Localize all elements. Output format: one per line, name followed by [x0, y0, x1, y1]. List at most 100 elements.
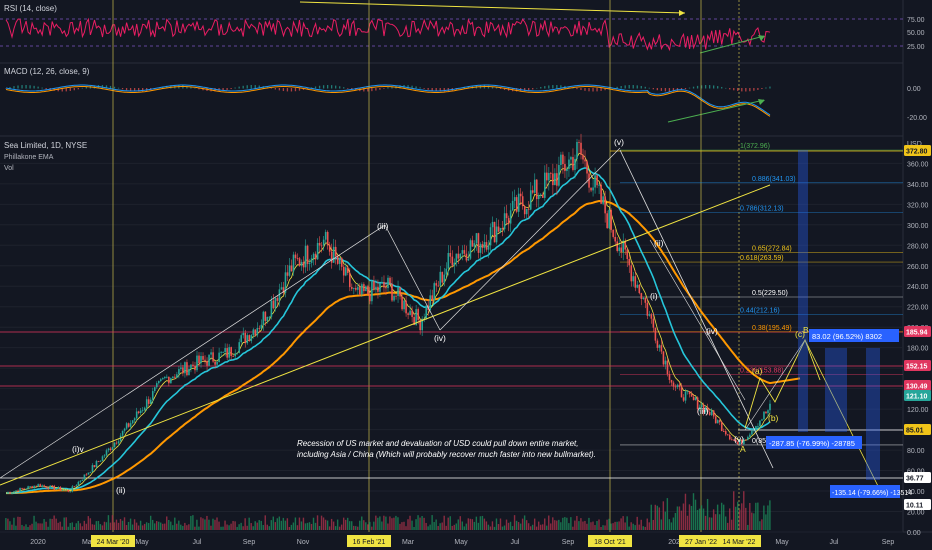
volume-bar: [471, 519, 474, 530]
volume-bar: [371, 526, 373, 530]
macd-hist-bar: [399, 85, 401, 89]
fib-level-label: 0.44(212.16): [740, 308, 780, 315]
volume-bar: [425, 522, 427, 530]
measure-box[interactable]: [866, 348, 880, 480]
fibonacci-retracement[interactable]: 1(372.96) 0.886(341.03) 0.786(312.13) 0.65(…: [620, 143, 903, 446]
volume-bar: [13, 517, 15, 530]
volume-bar: [716, 504, 719, 530]
volume-bar: [654, 504, 656, 530]
volume-bar: [27, 526, 29, 530]
candle-body: [503, 213, 506, 230]
volume-bar: [49, 518, 51, 530]
candle-body: [513, 197, 516, 201]
volume-bar: [720, 502, 723, 530]
down-channel-line[interactable]: [649, 239, 746, 401]
price-pane[interactable]: Sea Limited, 1D, NYSE Phillakone EMA Vol…: [0, 0, 912, 532]
volume-bar: [214, 519, 216, 530]
candle-body: [37, 484, 39, 487]
volume-bar: [103, 521, 106, 530]
candle-body: [216, 362, 218, 365]
candle-body: [326, 231, 329, 246]
measure-boxes[interactable]: 83.02 (96.52%) 8302 -287.85 (-76.99%) -2…: [766, 150, 912, 498]
macd-hist-bar: [379, 88, 381, 90]
volume-bar: [763, 505, 765, 530]
candle-body: [373, 281, 375, 290]
macd-hist-bar: [495, 87, 498, 89]
projection-line[interactable]: [744, 339, 806, 431]
projection-line[interactable]: [804, 339, 881, 491]
volume-bar: [515, 520, 518, 530]
volume-bar: [336, 519, 339, 530]
macd-hist-bar: [600, 88, 602, 91]
candle-body: [604, 196, 606, 214]
candle-body: [367, 286, 369, 294]
volume-bar: [755, 502, 757, 530]
candle-body: [57, 487, 60, 489]
down-channel-line[interactable]: [619, 149, 774, 469]
time-scale[interactable]: 2020MarMayJulSepNov2021MarMayJulSepNov20…: [30, 535, 894, 547]
price-tick-label: 240.00: [907, 284, 929, 291]
time-tick-label: May: [775, 539, 789, 546]
candle-body: [346, 267, 349, 273]
rsi-tick-label: 25.00: [907, 44, 925, 51]
candle-body: [361, 284, 363, 295]
rsi-pane[interactable]: RSI (14, close): [0, 1, 903, 54]
wave-channel-line[interactable]: [439, 147, 621, 331]
volume-bar: [735, 506, 737, 530]
volume-bar: [290, 524, 293, 530]
candle-body: [19, 488, 21, 492]
macd-hist-bar: [230, 88, 232, 90]
macd-hist-bar: [708, 85, 711, 89]
volume-bar: [696, 509, 699, 530]
measure-box[interactable]: [825, 348, 847, 432]
candle-body: [13, 491, 15, 493]
volume-bar: [67, 526, 69, 530]
candle-body: [288, 265, 291, 276]
long-trendline[interactable]: [0, 184, 771, 486]
rsi-divergence-line[interactable]: [699, 35, 765, 54]
candle-body: [369, 293, 371, 302]
candle-body: [636, 284, 639, 288]
volume-bar: [143, 523, 146, 530]
rsi-trendline[interactable]: [299, 1, 686, 14]
candle-body: [117, 441, 120, 444]
volume-bar: [572, 526, 574, 530]
candle-body: [570, 157, 572, 160]
abc-projection[interactable]: [744, 338, 821, 429]
candle-body: [222, 352, 224, 353]
candle-body: [739, 439, 741, 445]
volume-bar: [612, 523, 614, 530]
volume-bar: [262, 525, 264, 530]
volume-bar: [268, 526, 270, 530]
candle-body: [556, 173, 558, 186]
price-tick-label: 340.00: [907, 182, 929, 189]
candle-body: [389, 277, 391, 284]
macd-hist-bar: [121, 88, 124, 90]
candle-body: [214, 361, 216, 365]
candle-body: [554, 173, 556, 186]
candle-body: [125, 423, 128, 429]
candle-body: [109, 448, 112, 450]
wave-channel-line[interactable]: [384, 224, 441, 331]
candle-body: [737, 442, 739, 445]
candle-body: [393, 295, 395, 301]
volume-bar: [377, 517, 379, 530]
candle-body: [451, 256, 454, 266]
price-scale[interactable]: 360.00 340.00 320.00 300.00 280.00 260.00 240.…: [907, 17, 929, 537]
macd-divergence-line[interactable]: [667, 99, 765, 123]
candle-body: [582, 154, 584, 160]
candle-body: [680, 387, 683, 398]
candle-body: [489, 227, 492, 246]
volume-bar: [427, 526, 429, 530]
volume-bar: [592, 521, 594, 530]
candle-body: [234, 353, 236, 357]
candle-body: [208, 354, 210, 366]
macd-hist-bar: [745, 88, 747, 92]
candle-body: [560, 154, 562, 165]
wave-channel-line[interactable]: [0, 224, 386, 479]
measure-box[interactable]: [798, 150, 808, 432]
candle-body: [741, 439, 743, 445]
trend-lines[interactable]: [0, 147, 881, 491]
macd-pane[interactable]: MACD (12, 26, close, 9): [4, 67, 771, 123]
